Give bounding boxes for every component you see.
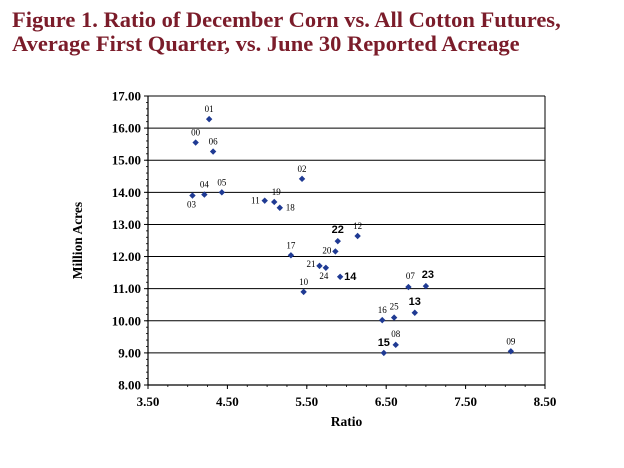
data-point-21 [316,262,323,270]
chart-title-line-1: Figure 1. Ratio of December Corn vs. All… [12,7,561,32]
y-tick-label: 16.00 [112,121,141,136]
x-axis-ticks: 3.50 4.50 5.50 6.50 7.50 8.50 [137,385,557,409]
y-tick-label: 8.00 [118,378,141,393]
y-axis-label: Million Acres [70,202,85,279]
point-label-06: 06 [209,137,219,147]
data-point-08 [392,341,399,349]
x-axis-label: Ratio [331,414,363,429]
point-label-01: 01 [205,104,214,114]
chart-title: Figure 1. Ratio of December Corn vs. All… [12,8,561,56]
point-label-18: 18 [286,203,296,213]
y-tick-label: 13.00 [112,217,141,232]
point-label-10: 10 [299,277,309,287]
x-tick-label: 4.50 [216,394,239,409]
data-point-10 [300,288,307,296]
x-tick-label: 7.50 [454,394,477,409]
point-label-08: 08 [391,329,401,339]
chart-title-line-2: Average First Quarter, vs. June 30 Repor… [12,31,520,56]
data-point-18 [276,204,284,211]
data-points [189,115,515,357]
data-point-13 [411,309,418,316]
point-label-14: 14 [344,271,357,283]
point-label-25: 25 [390,302,400,312]
point-label-13: 13 [409,296,421,308]
gridlines [148,95,545,354]
data-point-24 [322,264,330,271]
data-point-25 [390,314,398,321]
point-label-21: 21 [307,259,316,269]
x-tick-label: 3.50 [137,394,160,409]
point-label-20: 20 [322,245,332,255]
data-point-20 [332,248,339,255]
data-point-07 [405,283,412,291]
data-point-00 [192,139,199,146]
data-point-03 [189,192,196,199]
point-label-05: 05 [217,177,227,187]
data-point-11 [261,197,268,204]
data-point-22 [334,237,341,245]
y-tick-label: 10.00 [112,313,141,328]
point-label-16: 16 [378,305,388,315]
data-point-14 [336,273,344,280]
y-tick-label: 9.00 [118,345,141,360]
point-label-15: 15 [378,337,390,349]
y-tick-label: 15.00 [112,153,141,168]
point-label-24: 24 [319,271,329,281]
point-label-09: 09 [506,336,516,346]
point-label-23: 23 [422,269,434,281]
data-point-09 [507,348,515,355]
x-tick-label: 6.50 [375,394,398,409]
data-point-16 [379,316,386,324]
data-point-19 [271,198,278,206]
y-tick-label: 12.00 [112,249,141,264]
point-label-04: 04 [200,180,210,190]
point-label-03: 03 [187,200,197,210]
data-point-01 [205,115,213,123]
data-point-06 [209,148,217,155]
data-point-04 [201,191,208,198]
point-label-17: 17 [286,240,296,250]
point-label-07: 07 [406,271,416,281]
point-label-02: 02 [298,164,307,174]
y-tick-label: 11.00 [112,281,141,296]
x-tick-label: 8.50 [534,394,557,409]
data-point-15 [380,349,388,357]
y-tick-label: 14.00 [112,185,141,200]
data-point-23 [422,282,430,290]
axes [147,96,546,386]
y-tick-label: 17.00 [112,89,141,104]
data-point-05 [218,189,226,196]
point-label-22: 22 [332,224,344,236]
data-point-17 [287,252,295,259]
x-tick-label: 5.50 [295,394,318,409]
data-point-02 [298,175,306,183]
point-label-11: 11 [251,196,260,206]
point-label-00: 00 [191,128,201,138]
point-label-19: 19 [272,187,282,197]
point-label-12: 12 [353,221,362,231]
y-axis-ticks: 8.00 9.00 10.00 11.00 12.00 13.00 14.00 15.00 16… [112,89,148,393]
data-point-12 [354,232,361,240]
